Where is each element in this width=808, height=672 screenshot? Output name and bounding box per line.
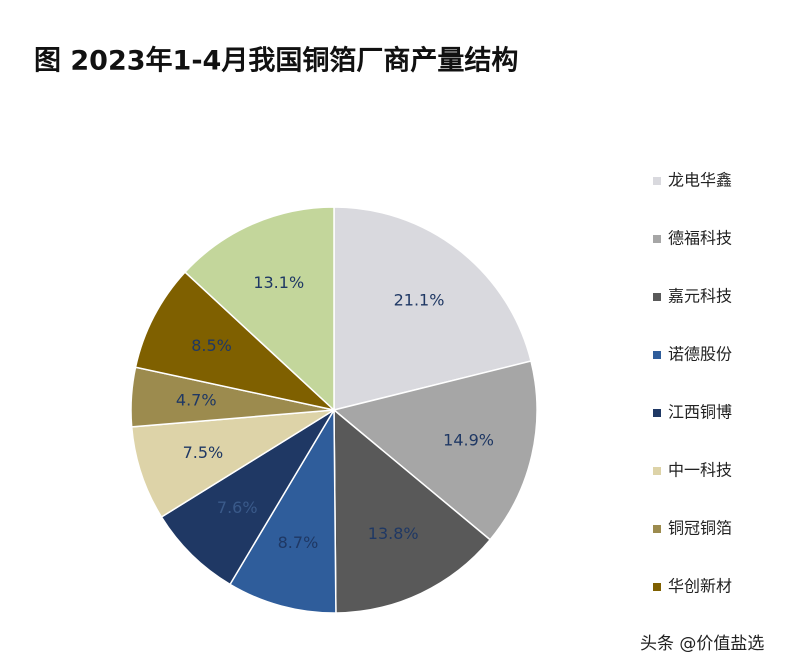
watermark: 头条 @价值盐选 — [640, 634, 764, 654]
data-label: 21.1% — [394, 291, 445, 310]
legend-label: 江西铜博 — [668, 403, 732, 422]
legend-label: 诺德股份 — [668, 345, 732, 364]
legend-marker — [653, 583, 661, 591]
chart-title: 图 2023年1-4月我国铜箔厂商产量结构 — [34, 45, 518, 77]
legend-marker — [653, 177, 661, 185]
data-label: 13.1% — [253, 273, 304, 292]
legend-label: 龙电华鑫 — [668, 171, 732, 190]
legend-label: 华创新材 — [668, 577, 732, 596]
legend-marker — [653, 467, 661, 475]
pie-slice — [160, 409, 335, 586]
legend-marker — [653, 351, 661, 359]
legend-label: 铜冠铜箔 — [668, 519, 732, 538]
data-label: 7.6% — [217, 498, 258, 517]
data-label: 4.7% — [176, 391, 217, 410]
legend-marker — [653, 235, 661, 243]
data-label: 8.5% — [191, 336, 232, 355]
data-label: 8.7% — [278, 533, 319, 552]
pie-slice — [333, 206, 532, 411]
data-label: 13.8% — [368, 524, 419, 543]
legend-marker — [653, 525, 661, 533]
pie-slice — [134, 271, 337, 412]
pie-slice — [333, 408, 492, 614]
pie-slice — [332, 360, 538, 541]
legend-marker — [653, 409, 661, 417]
data-label: 14.9% — [443, 430, 494, 449]
data-label: 7.5% — [183, 443, 224, 462]
pie-slice — [130, 409, 335, 519]
legend-label: 德福科技 — [668, 229, 732, 248]
pie-slice — [228, 407, 337, 614]
pie-slice — [183, 206, 335, 412]
legend-label: 中一科技 — [668, 461, 732, 480]
legend-marker — [653, 293, 661, 301]
legend-label: 嘉元科技 — [668, 287, 732, 306]
